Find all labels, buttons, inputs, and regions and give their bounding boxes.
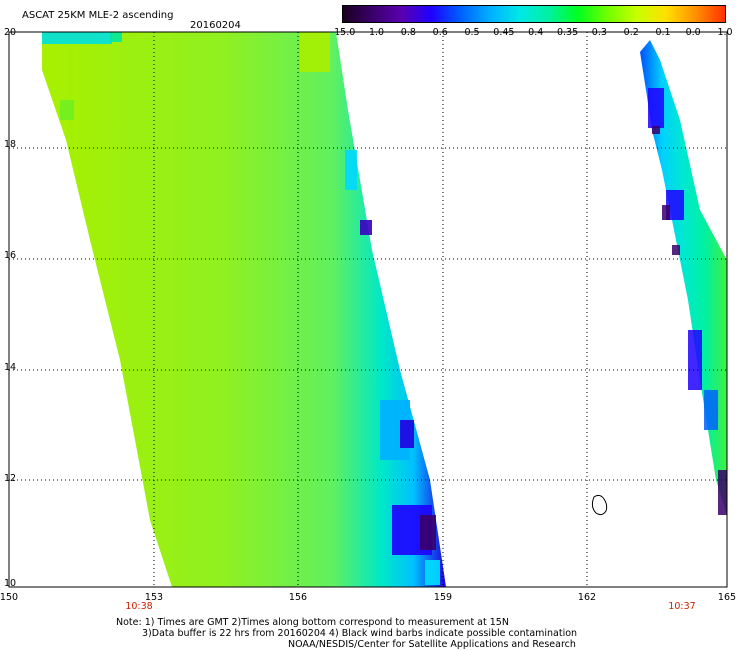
lat-label: 18 <box>4 139 17 150</box>
swath-time-label: 10:38 <box>125 601 153 612</box>
swath-west-cell <box>42 32 112 44</box>
swath-east-cell <box>666 190 684 220</box>
lat-label: 10 <box>4 578 17 589</box>
lat-label: 12 <box>4 473 17 484</box>
swath-east-cell <box>704 390 718 430</box>
swath-west-cell <box>345 150 357 190</box>
footnote-line: Note: 1) Times are GMT 2)Times along bot… <box>116 617 509 628</box>
lat-label: 20 <box>4 27 17 38</box>
colorbar <box>342 5 726 23</box>
swath-west-cell <box>420 515 436 550</box>
swath-east-cell <box>652 126 660 134</box>
lon-label: 162 <box>577 592 597 603</box>
swath-west-cell <box>360 220 372 235</box>
footnote-line: 3)Data buffer is 22 hrs from 20160204 4)… <box>142 628 578 639</box>
swath-west-cell <box>110 32 122 42</box>
map-title: ASCAT 25KM MLE-2 ascending <box>22 10 174 21</box>
lon-label: 159 <box>433 592 453 603</box>
swath-time-label: 10:37 <box>668 601 696 612</box>
swath-east-cell <box>718 470 727 515</box>
lat-label: 16 <box>4 250 17 261</box>
footnote-line: NOAA/NESDIS/Center for Satellite Applica… <box>288 639 576 650</box>
swath-east-cell <box>672 245 680 255</box>
map-frame <box>8 31 728 588</box>
island-outline <box>591 494 608 516</box>
swath-west-cell <box>60 100 74 120</box>
swath-east-cell <box>648 88 664 128</box>
lon-label: 165 <box>717 592 737 603</box>
swath-west-cell <box>400 420 414 448</box>
swath-west <box>42 32 446 587</box>
colorbar-gradient <box>343 6 725 22</box>
map-date: 20160204 <box>190 20 241 31</box>
swath-east-cell <box>662 205 670 220</box>
lon-label: 156 <box>288 592 308 603</box>
swath-west-cell <box>300 32 330 72</box>
swath-east-cell <box>688 330 702 390</box>
lat-label: 14 <box>4 362 17 373</box>
lon-label: 150 <box>0 592 19 603</box>
lon-label: 153 <box>144 592 164 603</box>
swath-west-cell <box>425 560 440 585</box>
